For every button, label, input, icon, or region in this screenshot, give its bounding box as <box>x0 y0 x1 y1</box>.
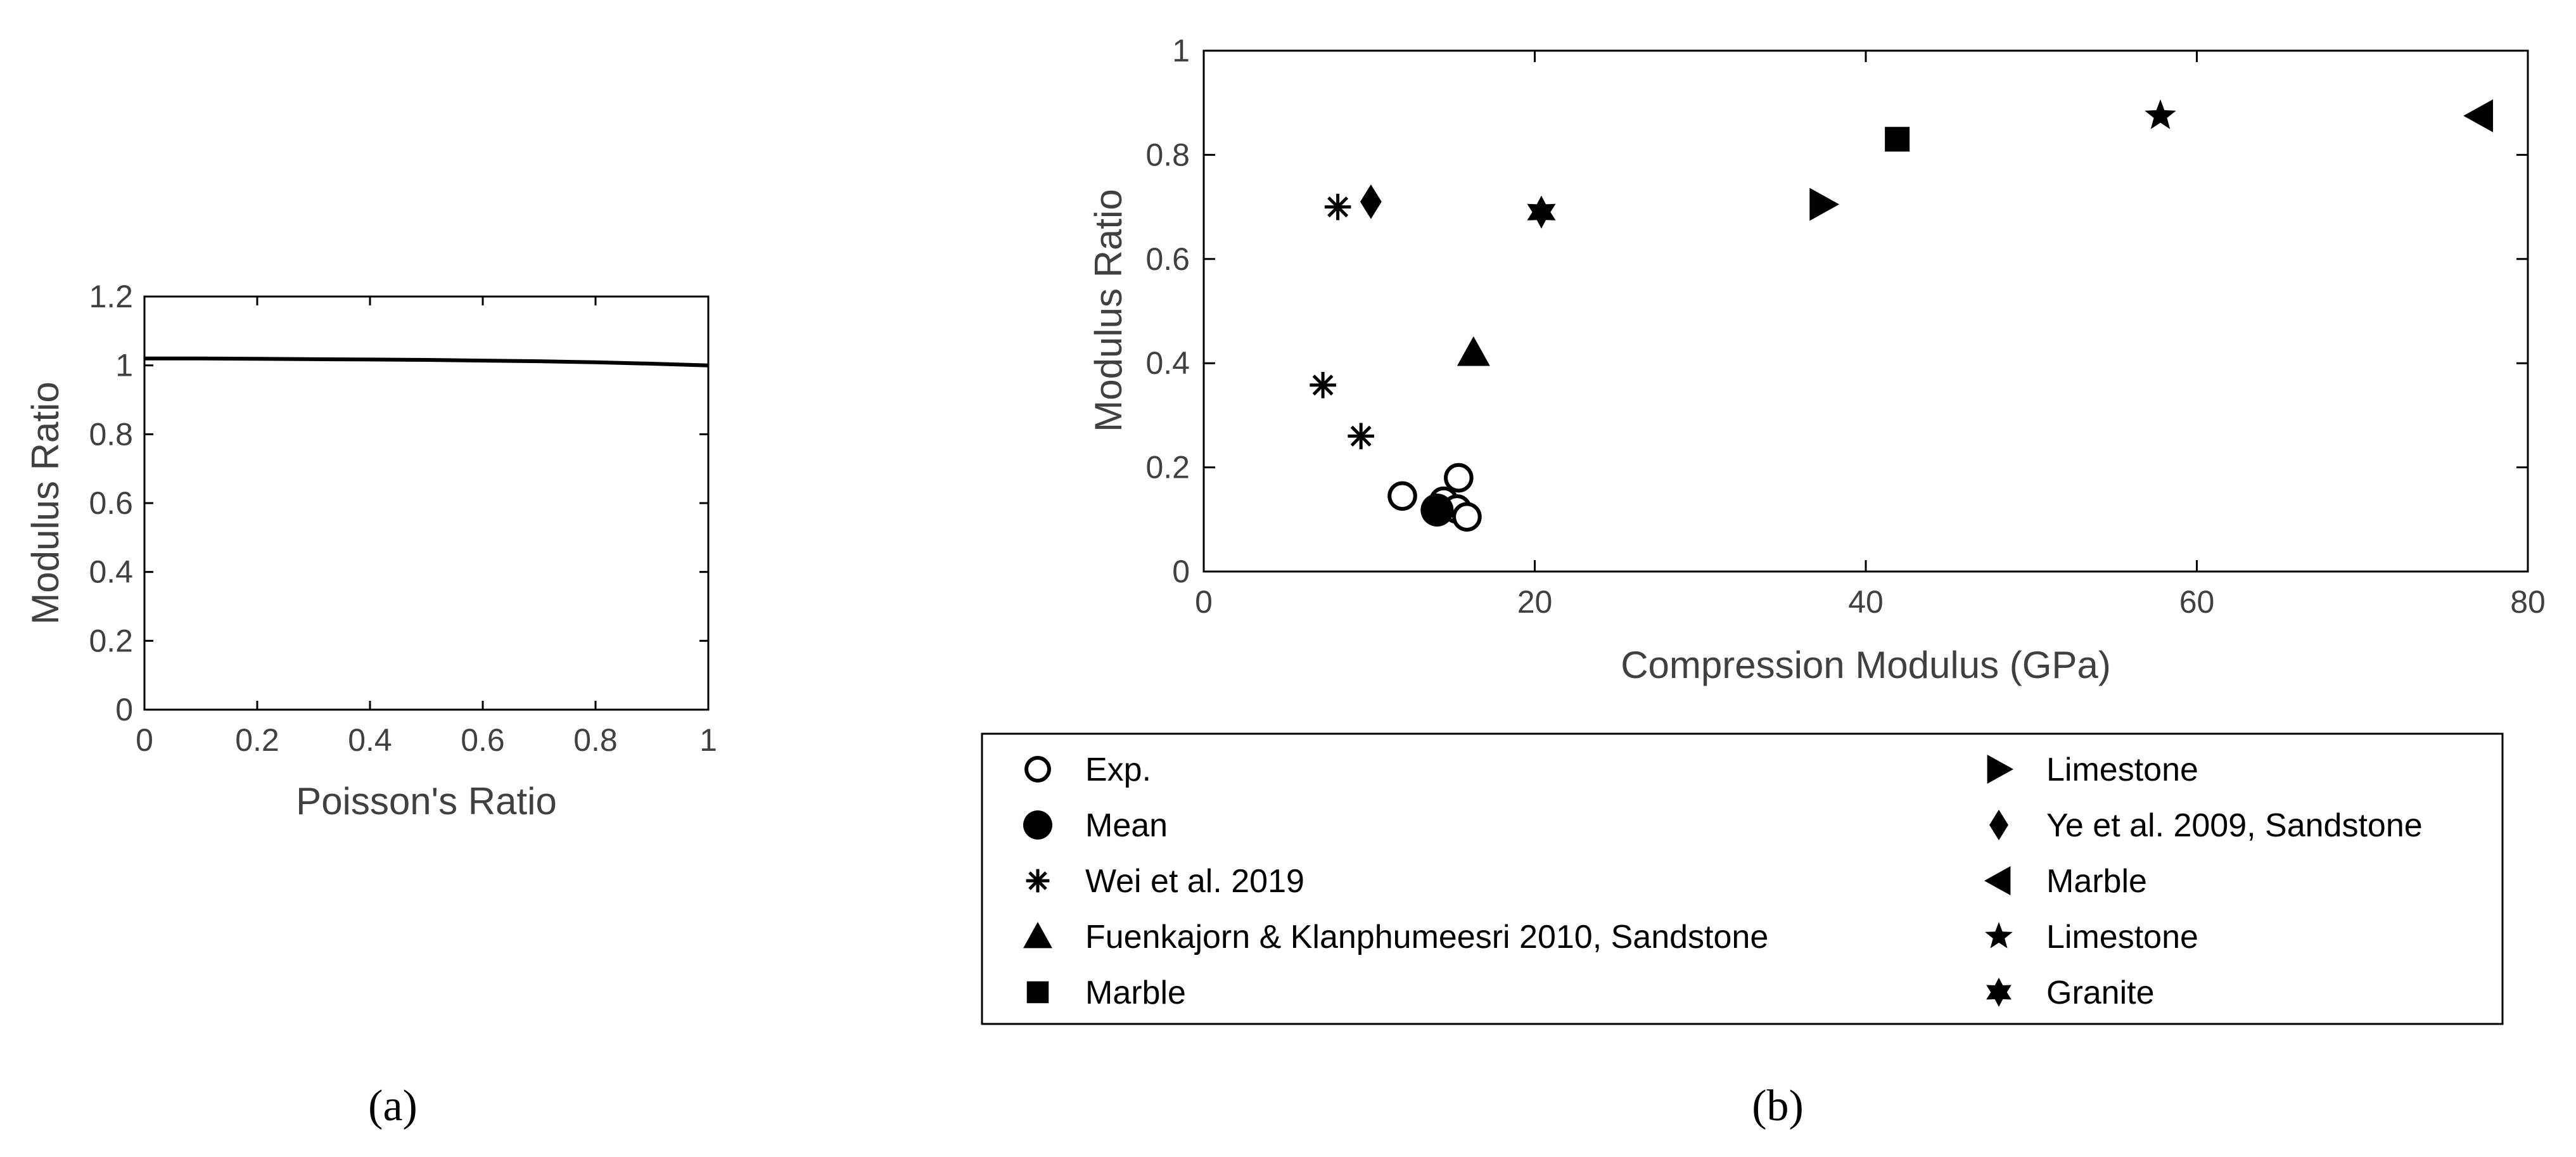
legend-label: Ye et al. 2009, Sandstone <box>2046 807 2423 844</box>
legend-marker-circle-open <box>1024 756 1051 783</box>
panel-b-y-tick-label: 0.8 <box>1145 137 1190 172</box>
legend-marker-triangle-up <box>1023 922 1052 949</box>
legend-label: Marble <box>2046 863 2147 900</box>
legend-marker-star6 <box>1986 978 2012 1007</box>
panel-b-point-star6 <box>1527 195 1556 229</box>
panel-b-x-tick-label: 60 <box>2179 584 2215 620</box>
panel-a-x-tick-label: 0.4 <box>348 722 392 758</box>
panel-b-x-tick-label: 0 <box>1195 584 1213 620</box>
legend-marker-square <box>1026 981 1049 1004</box>
panel-b-point-asterisk <box>1348 423 1374 450</box>
legend-item: Wei et al. 2019 <box>1026 863 1304 900</box>
legend-marker-star5 <box>1985 922 2013 949</box>
legend-box <box>981 732 2504 1025</box>
panel-b-point-square <box>1885 127 1910 152</box>
panel-a-x-axis-label: Poisson's Ratio <box>296 780 557 822</box>
panel-a-x-tick-label: 0 <box>136 722 153 758</box>
panel-b-point-circle-open <box>1444 463 1474 493</box>
legend-label: Marble <box>1085 975 1186 1011</box>
legend-marker-diamond <box>1989 809 2008 841</box>
panel-b-x-tick-label: 20 <box>1517 584 1553 620</box>
panel-b-x-tick-label: 80 <box>2510 584 2546 620</box>
panel-b-point-circle-filled <box>1420 494 1454 527</box>
panel-b-x-tick-label: 40 <box>1848 584 1884 620</box>
legend-item: Mean <box>1023 807 1168 844</box>
legend-label: Limestone <box>2046 751 2198 788</box>
legend-label: Exp. <box>1085 751 1151 788</box>
panel-b-point-star5 <box>2145 99 2176 129</box>
legend-label: Fuenkajorn & Klanphumeesri 2010, Sandsto… <box>1085 919 1768 956</box>
panel-b-point-triangle-right <box>1809 188 1840 221</box>
legend-item: Granite <box>1986 975 2155 1011</box>
panel-b-points <box>1310 99 2494 532</box>
panel-a-x-tick-label: 1 <box>699 722 717 758</box>
panel-b-y-tick-label: 0.2 <box>1145 450 1190 485</box>
panel-b-point-diamond <box>1360 184 1382 219</box>
legend-label: Mean <box>1085 807 1168 844</box>
panel-a-y-tick-label: 1.2 <box>89 279 133 314</box>
legend-label: Granite <box>2046 975 2155 1011</box>
panel-a-ticks: 0 0.2 0.4 0.6 0.8 1 0 0.2 0.4 0.6 0.8 1 1.2 <box>89 279 717 758</box>
panel-a-y-tick-label: 0.8 <box>89 416 133 452</box>
panel-b-y-tick-label: 0.6 <box>1145 241 1190 277</box>
panel-b-y-axis-label: Modulus Ratio <box>1087 189 1130 432</box>
panel-a-series-line <box>144 356 709 368</box>
panel-a-x-tick-label: 0.2 <box>235 722 279 758</box>
panel-a-y-tick-label: 0 <box>115 692 133 727</box>
panel-a-y-tick-label: 0.2 <box>89 623 133 658</box>
panel-a-y-tick-label: 0.4 <box>89 554 133 590</box>
panel-b-point-asterisk <box>1310 371 1336 399</box>
legend-item: Fuenkajorn & Klanphumeesri 2010, Sandsto… <box>1023 919 1768 956</box>
legend-item: Marble <box>1026 975 1186 1011</box>
legend-item: Limestone <box>1985 919 2198 956</box>
legend-item: Limestone <box>1987 751 2198 788</box>
panel-b-y-tick-label: 0 <box>1172 554 1190 589</box>
legend-marker-asterisk <box>1026 869 1050 893</box>
panel-a-series <box>144 356 709 368</box>
panel-b-y-tick-label: 1 <box>1172 33 1190 68</box>
legend-item: Marble <box>1984 863 2147 900</box>
legend-marker-circle-filled <box>1023 810 1052 840</box>
panel-b-point-circle-open <box>1387 481 1417 511</box>
panel-a-x-tick-label: 0.8 <box>573 722 618 758</box>
panel-a-label: (a) <box>368 1082 418 1130</box>
panel-b-point-circle-open <box>1452 502 1482 532</box>
panel-b-point-asterisk <box>1324 193 1351 221</box>
legend: Exp. Mean Wei et al. 2019 Fuenkajorn & Klan… <box>1023 751 2423 1011</box>
panel-b: 0 20 40 60 80 0 0.2 0.4 0.6 0.8 1 Compression Modu… <box>981 33 2546 1130</box>
panel-a-y-tick-label: 1 <box>115 348 133 383</box>
legend-label: Wei et al. 2019 <box>1085 863 1304 900</box>
panel-b-ticks: 0 20 40 60 80 0 0.2 0.4 0.6 0.8 1 <box>1145 33 2545 620</box>
legend-item: Ye et al. 2009, Sandstone <box>1989 807 2423 844</box>
panel-b-label: (b) <box>1752 1082 1804 1130</box>
legend-marker-triangle-left <box>1984 866 2011 895</box>
panel-b-point-triangle-left <box>2463 99 2494 132</box>
panel-b-point-triangle-up <box>1457 336 1490 366</box>
panel-a: 0 0.2 0.4 0.6 0.8 1 0 0.2 0.4 0.6 0.8 1 1.2 Poisson'… <box>24 279 717 1130</box>
panel-a-x-tick-label: 0.6 <box>461 722 505 758</box>
legend-item: Exp. <box>1024 751 1151 788</box>
panel-b-y-tick-label: 0.4 <box>1145 345 1190 381</box>
legend-label: Limestone <box>2046 919 2198 956</box>
panel-a-y-tick-label: 0.6 <box>89 485 133 521</box>
panel-b-x-axis-label: Compression Modulus (GPa) <box>1621 644 2111 686</box>
panel-a-y-axis-label: Modulus Ratio <box>24 381 67 625</box>
legend-marker-triangle-right <box>1987 755 2013 784</box>
